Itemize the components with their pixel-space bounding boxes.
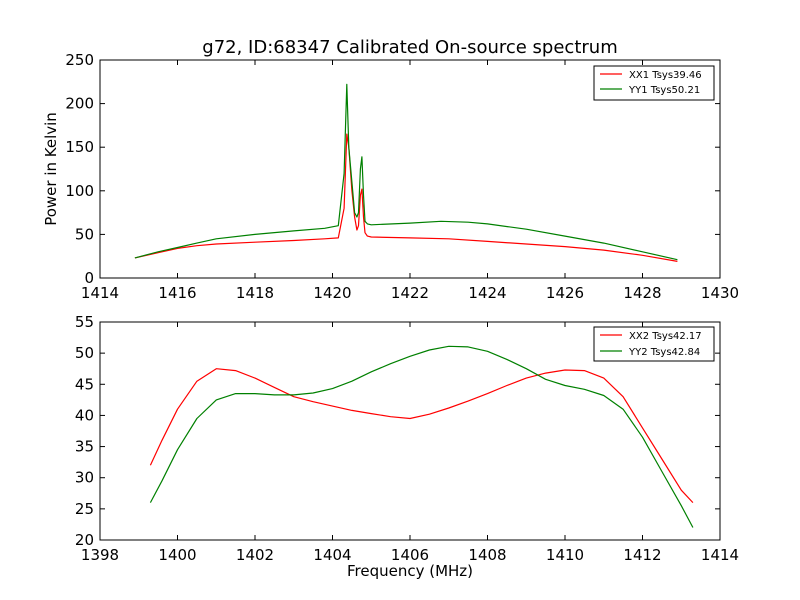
top-y-tick-label: 150 (65, 138, 94, 156)
top-x-ticks: 1414 1416 1418 1420 1422 1424 1426 1428 1430 (81, 60, 739, 302)
bottom-series-line-2 (149, 345, 694, 528)
top-x-tick-label: 1426 (546, 284, 584, 302)
bottom-y-tick-label: 30 (75, 469, 94, 487)
top-series-line-2 (134, 83, 678, 261)
bottom-x-tick-label: 1402 (236, 546, 274, 564)
bottom-y-tick-label: 20 (75, 531, 94, 549)
top-legend-label-yy1: YY1 Tsys50.21 (628, 85, 700, 96)
bottom-legend-label-yy2: YY2 Tsys42.84 (628, 347, 700, 358)
bottom-x-tick-label: 1414 (701, 546, 739, 564)
bottom-x-tick-label: 1404 (313, 546, 351, 564)
bottom-y-tick-label: 40 (75, 406, 94, 424)
figure-title: g72, ID:68347 Calibrated On-source spect… (202, 37, 617, 58)
top-x-tick-label: 1428 (623, 284, 661, 302)
top-series-line-1 (134, 133, 678, 262)
bottom-x-tick-label: 1406 (391, 546, 429, 564)
top-x-tick-label: 1416 (158, 284, 196, 302)
top-y-ticks: 0 50 100 150 200 250 (65, 51, 720, 287)
top-x-tick-label: 1430 (701, 284, 739, 302)
top-x-tick-label: 1420 (313, 284, 351, 302)
top-x-tick-label: 1418 (236, 284, 274, 302)
top-y-tick-label: 250 (65, 51, 94, 69)
bottom-x-tick-label: 1408 (468, 546, 506, 564)
bottom-legend: XX2 Tsys42.17 YY2 Tsys42.84 (593, 326, 715, 362)
top-legend-box (593, 65, 715, 101)
top-x-tick-label: 1414 (81, 284, 119, 302)
bottom-legend-box (593, 326, 715, 362)
top-y-tick-label: 50 (75, 225, 94, 243)
bottom-x-tick-label: 1398 (81, 546, 119, 564)
top-series-group (134, 83, 678, 262)
top-y-axis-label: Power in Kelvin (42, 112, 60, 226)
bottom-legend-label-xx2: XX2 Tsys42.17 (629, 331, 702, 342)
top-legend: XX1 Tsys39.46 YY1 Tsys50.21 (593, 65, 715, 101)
bottom-x-tick-label: 1400 (158, 546, 196, 564)
bottom-y-tick-label: 45 (75, 375, 94, 393)
bottom-plot: 1398 1400 1402 1404 1406 1408 1410 1412 1414 202… (75, 313, 739, 580)
bottom-series-group (149, 345, 694, 528)
bottom-x-tick-label: 1412 (623, 546, 661, 564)
bottom-series-line-1 (149, 368, 694, 504)
top-x-tick-label: 1422 (391, 284, 429, 302)
top-plot: 1414 1416 1418 1420 1422 1424 1426 1428 1430 0 50… (42, 51, 739, 302)
bottom-x-tick-label: 1410 (546, 546, 584, 564)
top-y-tick-label: 200 (65, 95, 94, 113)
bottom-x-ticks: 1398 1400 1402 1404 1406 1408 1410 1412 1414 (81, 322, 739, 564)
bottom-y-tick-label: 55 (75, 313, 94, 331)
top-y-tick-label: 100 (65, 182, 94, 200)
bottom-y-tick-label: 50 (75, 344, 94, 362)
bottom-y-tick-label: 35 (75, 438, 94, 456)
top-x-tick-label: 1424 (468, 284, 506, 302)
bottom-x-axis-label: Frequency (MHz) (347, 562, 473, 580)
bottom-y-tick-label: 25 (75, 500, 94, 518)
top-legend-label-xx1: XX1 Tsys39.46 (629, 70, 702, 81)
top-y-tick-label: 0 (84, 269, 94, 287)
bottom-y-ticks: 20 25 30 35 40 45 50 55 (75, 313, 720, 549)
